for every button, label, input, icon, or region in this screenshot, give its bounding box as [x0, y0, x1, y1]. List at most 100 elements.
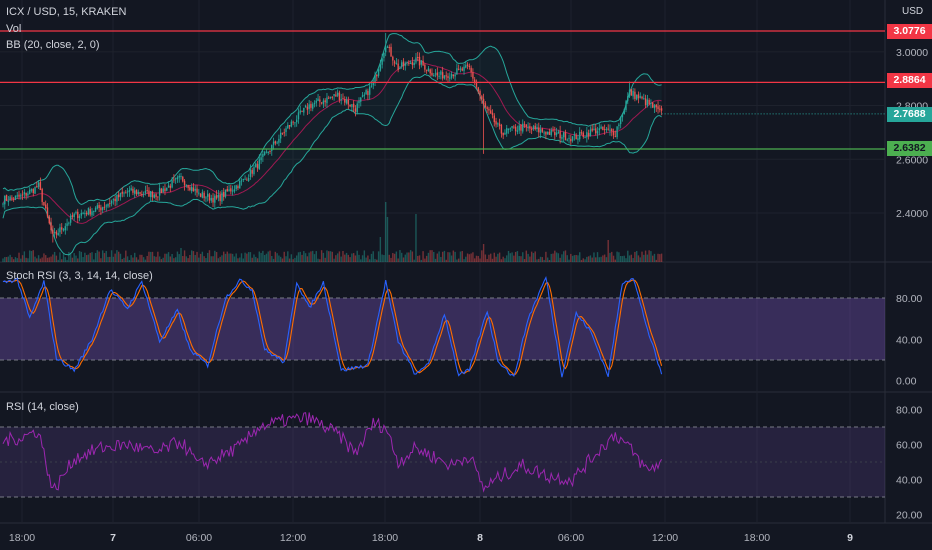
candle-body [484, 103, 487, 108]
candle-body [308, 104, 310, 109]
volume-bar [443, 250, 446, 262]
candle-body [513, 126, 515, 128]
volume-bar [203, 256, 205, 262]
volume-bar [308, 252, 310, 262]
candle-body [354, 108, 357, 112]
volume-bar [84, 252, 86, 262]
volume-bar [52, 254, 54, 262]
volume-bar [107, 256, 109, 262]
volume-bar [85, 255, 88, 262]
candle-body [456, 68, 458, 75]
volume-bar [57, 259, 59, 262]
rsi-title[interactable]: RSI (14, close) [6, 401, 79, 413]
candle-body [418, 56, 421, 66]
volume-bar [64, 257, 66, 262]
candle-body [623, 109, 625, 115]
candle-body [141, 194, 143, 196]
candle-body [632, 91, 634, 97]
bollinger-bands-label[interactable]: BB (20, close, 2, 0) [6, 39, 100, 51]
candle-body [226, 188, 228, 192]
volume-bar [441, 251, 444, 262]
currency-label: USD [902, 6, 924, 17]
volume-bar [121, 259, 123, 262]
volume-bar [39, 258, 42, 262]
candle-body [388, 46, 390, 48]
volume-bar [637, 255, 640, 262]
candle-body [132, 188, 134, 193]
candle-body [525, 124, 528, 127]
volume-indicator-label[interactable]: Vol [6, 23, 22, 35]
candle-body [372, 82, 374, 86]
candle-body [180, 175, 182, 177]
candle-body [319, 99, 321, 102]
volume-bar [643, 254, 645, 262]
candle-body [593, 128, 595, 131]
volume-bar [59, 252, 61, 262]
volume-bar [329, 251, 332, 262]
time-axis-label: 18:00 [372, 532, 398, 544]
volume-bar [288, 258, 291, 262]
candle-body [219, 194, 221, 201]
volume-bar [657, 253, 659, 262]
volume-bar [621, 256, 624, 262]
volume-bar [150, 251, 152, 262]
volume-bar [498, 252, 501, 262]
candle-body [69, 215, 72, 223]
candle-body [192, 187, 195, 192]
candle-body [495, 121, 497, 125]
volume-bar [468, 254, 471, 262]
candle-body [365, 90, 367, 95]
symbol-title[interactable]: ICX / USD, 15, KRAKEN [6, 6, 127, 18]
volume-bar [278, 255, 280, 262]
candle-body [393, 61, 396, 64]
volume-bar [272, 258, 275, 262]
volume-bar [82, 257, 84, 262]
volume-bar [119, 253, 122, 262]
candle-body [178, 175, 180, 178]
candle-body [73, 213, 75, 217]
candle-body [475, 81, 478, 87]
volume-bar [2, 258, 4, 262]
candle-body [561, 137, 563, 139]
candle-body [523, 124, 526, 126]
candle-body [322, 100, 325, 105]
volume-bar [312, 250, 314, 262]
volume-bar [409, 250, 412, 262]
volume-bar [641, 251, 643, 262]
candle-body [345, 99, 348, 104]
candle-body [114, 198, 116, 202]
candle-body [223, 191, 225, 198]
candle-body [82, 212, 84, 214]
candle-body [424, 64, 426, 70]
volume-bar [630, 254, 633, 262]
candle-body [406, 61, 408, 63]
candle-body [324, 100, 326, 103]
volume-bar [607, 240, 609, 262]
volume-bar [194, 255, 196, 262]
volume-bar [363, 250, 366, 262]
candle-body [652, 102, 654, 108]
time-axis-label: 8 [477, 532, 483, 544]
volume-bar [477, 255, 479, 262]
candle-body [269, 150, 271, 152]
candle-body [628, 89, 631, 97]
volume-bar [319, 259, 321, 262]
volume-bar [301, 254, 303, 262]
volume-bar [596, 252, 599, 262]
volume-bar [246, 253, 248, 262]
volume-bar [600, 256, 602, 262]
candle-body [420, 60, 422, 65]
candle-body [105, 205, 107, 207]
time-axis-label: 18:00 [9, 532, 35, 544]
candle-body [23, 192, 26, 195]
volume-bar [317, 258, 319, 262]
volume-bar [616, 251, 618, 262]
volume-bar [164, 253, 166, 262]
candle-body [575, 134, 577, 140]
candle-body [538, 127, 540, 133]
candle-body [637, 94, 640, 99]
candle-body [619, 116, 622, 125]
stoch-rsi-title[interactable]: Stoch RSI (3, 3, 14, 14, close) [6, 270, 153, 282]
volume-bar [605, 257, 608, 262]
